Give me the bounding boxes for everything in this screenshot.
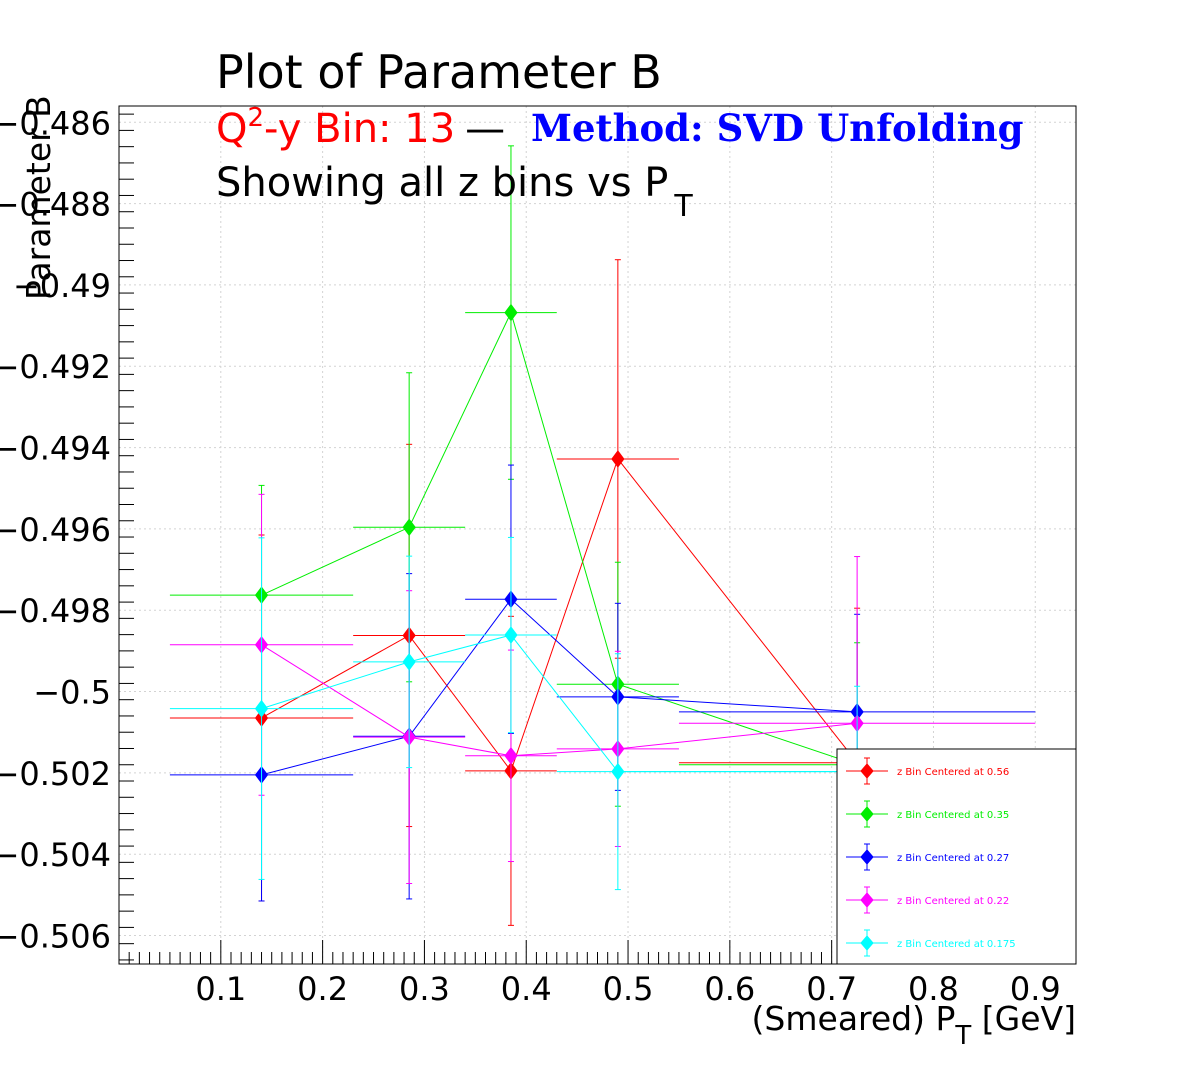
data-point [254,699,269,718]
legend-entry-label: z Bin Centered at 0.22 [897,896,1009,907]
axis-ticks [118,113,1077,964]
x-tick-label: 0.4 [501,970,552,1008]
y-tick-label: −0.492 [0,348,111,386]
legend-marker-diamond [860,806,874,822]
x-tick-labels: 0.1 0.2 0.3 0.4 0.5 0.6 0.7 0.8 0.9 [195,970,1060,1008]
x-axis-label-suffix: [GeV] [971,999,1076,1038]
chart-subtitle-method: Method: SVD Unfolding [531,106,1024,150]
legend-entry-label: z Bin Centered at 0.35 [897,810,1009,821]
y-tick-label: −0.504 [0,836,111,874]
legend-entry-label: z Bin Centered at 0.27 [897,853,1009,864]
y-tick-label: −0.486 [0,104,111,142]
legend-entry-label: z Bin Centered at 0.175 [897,939,1016,950]
y-tick-label: −0.506 [0,918,111,956]
series-line [261,644,858,757]
data-point [402,518,416,537]
data-point [504,626,518,644]
data-point [402,653,416,671]
x-tick-label: 0.9 [1010,970,1061,1008]
legend-marker-diamond [860,763,874,779]
chart-title: Plot of Parameter B [216,45,662,99]
x-axis-label: (Smeared) PT [GeV] [752,999,1076,1051]
subtitle-q-sup: 2 [247,103,264,133]
data-point [504,303,518,322]
x-axis-label-main: (Smeared) P [752,999,956,1038]
data-point [504,746,518,765]
subtitle-showing-sub: T [673,189,693,224]
y-tick-label: −0.498 [0,592,111,630]
x-axis-label-sub: T [954,1021,971,1051]
legend-marker-diamond [860,892,874,908]
data-point [611,762,625,781]
chart-subtitle-showing: Showing all z bins vs PT [216,160,693,224]
y-tick-label: −0.488 [0,186,111,224]
y-tick-labels: −0.486 −0.488 −0.49 −0.492 −0.494 −0.496 −0.49… [0,104,111,955]
y-tick-label: −0.49 [13,267,111,305]
x-tick-label: 0.5 [603,970,654,1008]
legend: z Bin Centered at 0.56 z Bin Centered at … [836,748,1077,965]
x-tick-label: 0.2 [297,970,348,1008]
series-line [261,457,858,772]
x-tick-label: 0.8 [908,970,959,1008]
x-tick-label: 0.3 [399,970,450,1008]
data-point [611,450,625,468]
subtitle-bin: -y Bin: 13 [264,106,455,152]
subtitle-dash: — [465,106,505,152]
y-tick-label: −0.496 [0,511,111,549]
legend-marker-diamond [860,849,874,865]
subtitle-q: Q [216,106,247,152]
y-tick-label: −0.502 [0,755,111,793]
x-tick-label: 0.1 [195,970,246,1008]
series-layer [169,145,1036,926]
chart-subtitle-bin: Q2-y Bin: 13— [216,103,505,152]
y-tick-label: −0.5 [33,674,111,712]
subtitle-showing-main: Showing all z bins vs P [216,160,668,206]
legend-marker-diamond [860,935,874,951]
y-tick-label: −0.494 [0,430,111,468]
x-tick-label: 0.6 [704,970,755,1008]
x-tick-label: 0.7 [806,970,857,1008]
legend-entry-label: z Bin Centered at 0.56 [897,767,1009,778]
y-axis-label: Parameter B [19,95,58,300]
